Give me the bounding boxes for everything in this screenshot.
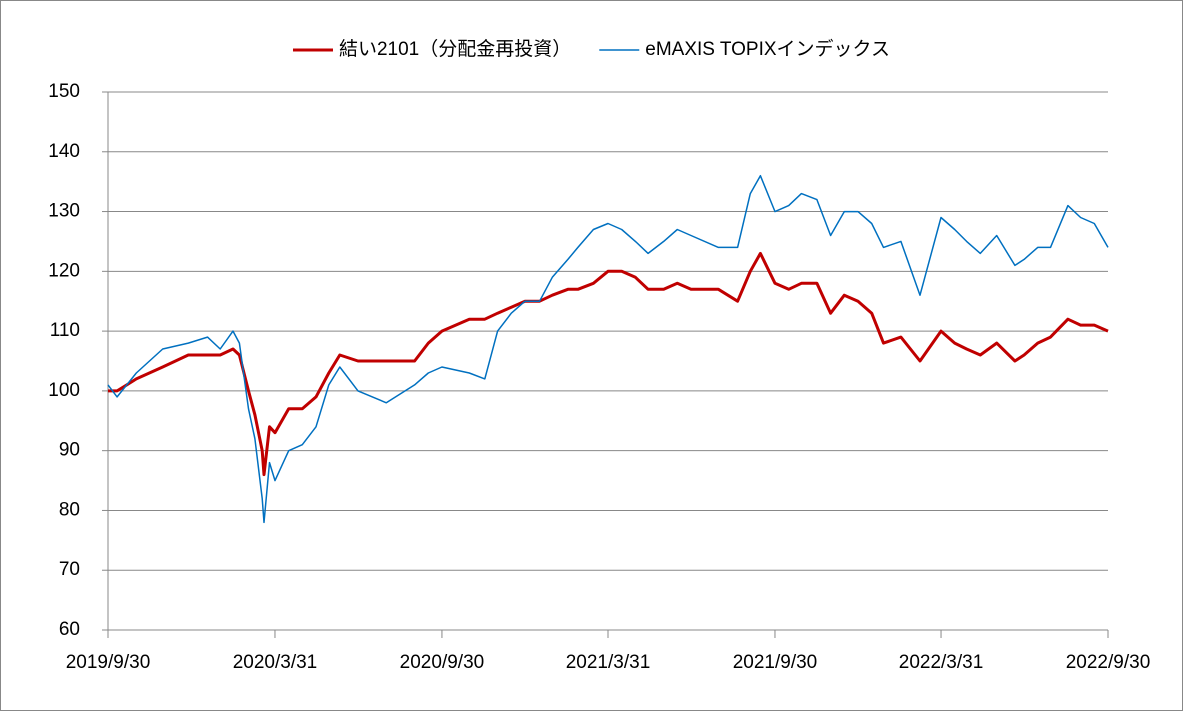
y-tick-label: 130 bbox=[48, 201, 80, 222]
legend: 結い2101（分配金再投資） eMAXIS TOPIXインデックス bbox=[292, 38, 890, 60]
y-tick-label: 110 bbox=[50, 320, 80, 341]
y-tick-label: 150 bbox=[48, 81, 80, 102]
series-line bbox=[108, 251, 1109, 477]
x-tick-label: 2019/9/30 bbox=[66, 652, 151, 673]
y-tick-label: 90 bbox=[59, 440, 80, 461]
x-tick-label: 2020/9/30 bbox=[400, 652, 485, 673]
y-tick-label: 80 bbox=[59, 499, 80, 520]
y-tick-label: 70 bbox=[59, 559, 80, 580]
y-tick-label: 120 bbox=[48, 260, 80, 281]
legend-label: 結い2101（分配金再投資） bbox=[339, 38, 571, 60]
legend-label: eMAXIS TOPIXインデックス bbox=[645, 38, 890, 60]
x-tick-label: 2021/3/31 bbox=[566, 652, 651, 673]
y-tick-label: 100 bbox=[48, 380, 80, 401]
x-tick-label: 2022/3/31 bbox=[899, 652, 984, 673]
x-tick-label: 2022/9/30 bbox=[1066, 652, 1151, 673]
y-tick-label: 140 bbox=[48, 141, 80, 162]
x-tick-label: 2021/9/30 bbox=[733, 652, 818, 673]
x-tick-label: 2020/3/31 bbox=[233, 652, 318, 673]
series-line bbox=[107, 174, 1109, 524]
y-tick-label: 60 bbox=[59, 619, 80, 640]
